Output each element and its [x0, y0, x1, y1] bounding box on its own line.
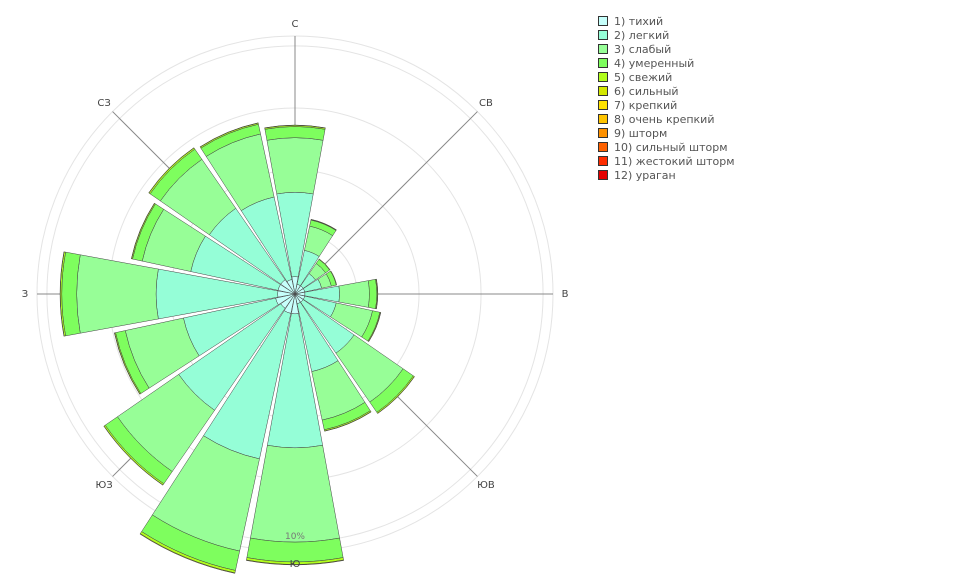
bar-segment	[199, 122, 259, 148]
legend-swatch	[598, 44, 608, 54]
legend-item[interactable]: 9) шторм	[598, 126, 735, 140]
direction-label: С	[292, 19, 299, 30]
bar-segment	[246, 559, 344, 566]
wind-rose-bars	[59, 122, 415, 574]
legend-item[interactable]: 10) сильный шторм	[598, 140, 735, 154]
direction-label: В	[562, 289, 569, 300]
legend-label: 1) тихий	[614, 14, 664, 28]
legend-label: 6) сильный	[614, 84, 679, 98]
bar-segment	[310, 219, 337, 231]
legend-label: 12) ураган	[614, 168, 676, 182]
legend-item[interactable]: 2) легкий	[598, 28, 735, 42]
legend: 1) тихий 2) легкий 3) слабый 4) умеренный 5)…	[598, 14, 735, 182]
legend-item[interactable]: 11) жестокий шторм	[598, 154, 735, 168]
bar-segment	[324, 411, 372, 432]
bar-segment	[250, 445, 340, 543]
legend-swatch	[598, 128, 608, 138]
legend-swatch	[598, 72, 608, 82]
grid-spoke	[294, 111, 478, 295]
direction-labels: С СВ В ЮВ Ю ЮЗ З СЗ 10%	[22, 19, 569, 570]
legend-label: 7) крепкий	[614, 98, 678, 112]
bar-segment	[375, 278, 379, 310]
bar-segment	[139, 533, 236, 574]
bar-segment	[338, 280, 370, 308]
legend-item[interactable]: 7) крепкий	[598, 98, 735, 112]
legend-label: 5) свежий	[614, 70, 673, 84]
legend-item[interactable]: 8) очень крепкий	[598, 112, 735, 126]
bar-segment	[59, 251, 65, 337]
legend-label: 10) сильный шторм	[614, 140, 728, 154]
legend-swatch	[598, 16, 608, 26]
direction-label: ЮВ	[477, 480, 495, 491]
direction-label: ЮЗ	[95, 480, 112, 491]
legend-item[interactable]: 5) свежий	[598, 70, 735, 84]
legend-swatch	[598, 142, 608, 152]
bar-segment	[264, 124, 326, 129]
legend-swatch	[598, 86, 608, 96]
legend-swatch	[598, 100, 608, 110]
bar-segment	[148, 147, 195, 194]
direction-label: СВ	[479, 98, 493, 109]
legend-swatch	[598, 30, 608, 40]
legend-item[interactable]: 6) сильный	[598, 84, 735, 98]
bar-segment	[318, 258, 331, 271]
bar-segment	[367, 279, 378, 309]
legend-label: 2) легкий	[614, 28, 670, 42]
legend-swatch	[598, 170, 608, 180]
direction-label: Ю	[290, 559, 301, 570]
legend-item[interactable]: 12) ураган	[598, 168, 735, 182]
bar-segment	[76, 254, 159, 334]
direction-label: З	[22, 289, 28, 300]
bar-segment	[131, 202, 155, 260]
legend-swatch	[598, 114, 608, 124]
legend-label: 8) очень крепкий	[614, 112, 715, 126]
legend-item[interactable]: 1) тихий	[598, 14, 735, 28]
legend-label: 4) умеренный	[614, 56, 695, 70]
legend-item[interactable]: 3) слабый	[598, 42, 735, 56]
legend-label: 9) шторм	[614, 126, 668, 140]
radial-tick-label: 10%	[285, 532, 305, 542]
bar-segment	[103, 425, 164, 486]
legend-label: 3) слабый	[614, 42, 672, 56]
legend-label: 11) жестокий шторм	[614, 154, 735, 168]
bar-segment	[330, 270, 338, 286]
bar-segment	[377, 376, 415, 414]
legend-swatch	[598, 58, 608, 68]
legend-item[interactable]: 4) умеренный	[598, 56, 735, 70]
legend-swatch	[598, 156, 608, 166]
bar-segment	[114, 332, 141, 395]
bar-segment	[266, 137, 324, 195]
bar-segment	[368, 312, 382, 342]
direction-label: СЗ	[97, 98, 110, 109]
